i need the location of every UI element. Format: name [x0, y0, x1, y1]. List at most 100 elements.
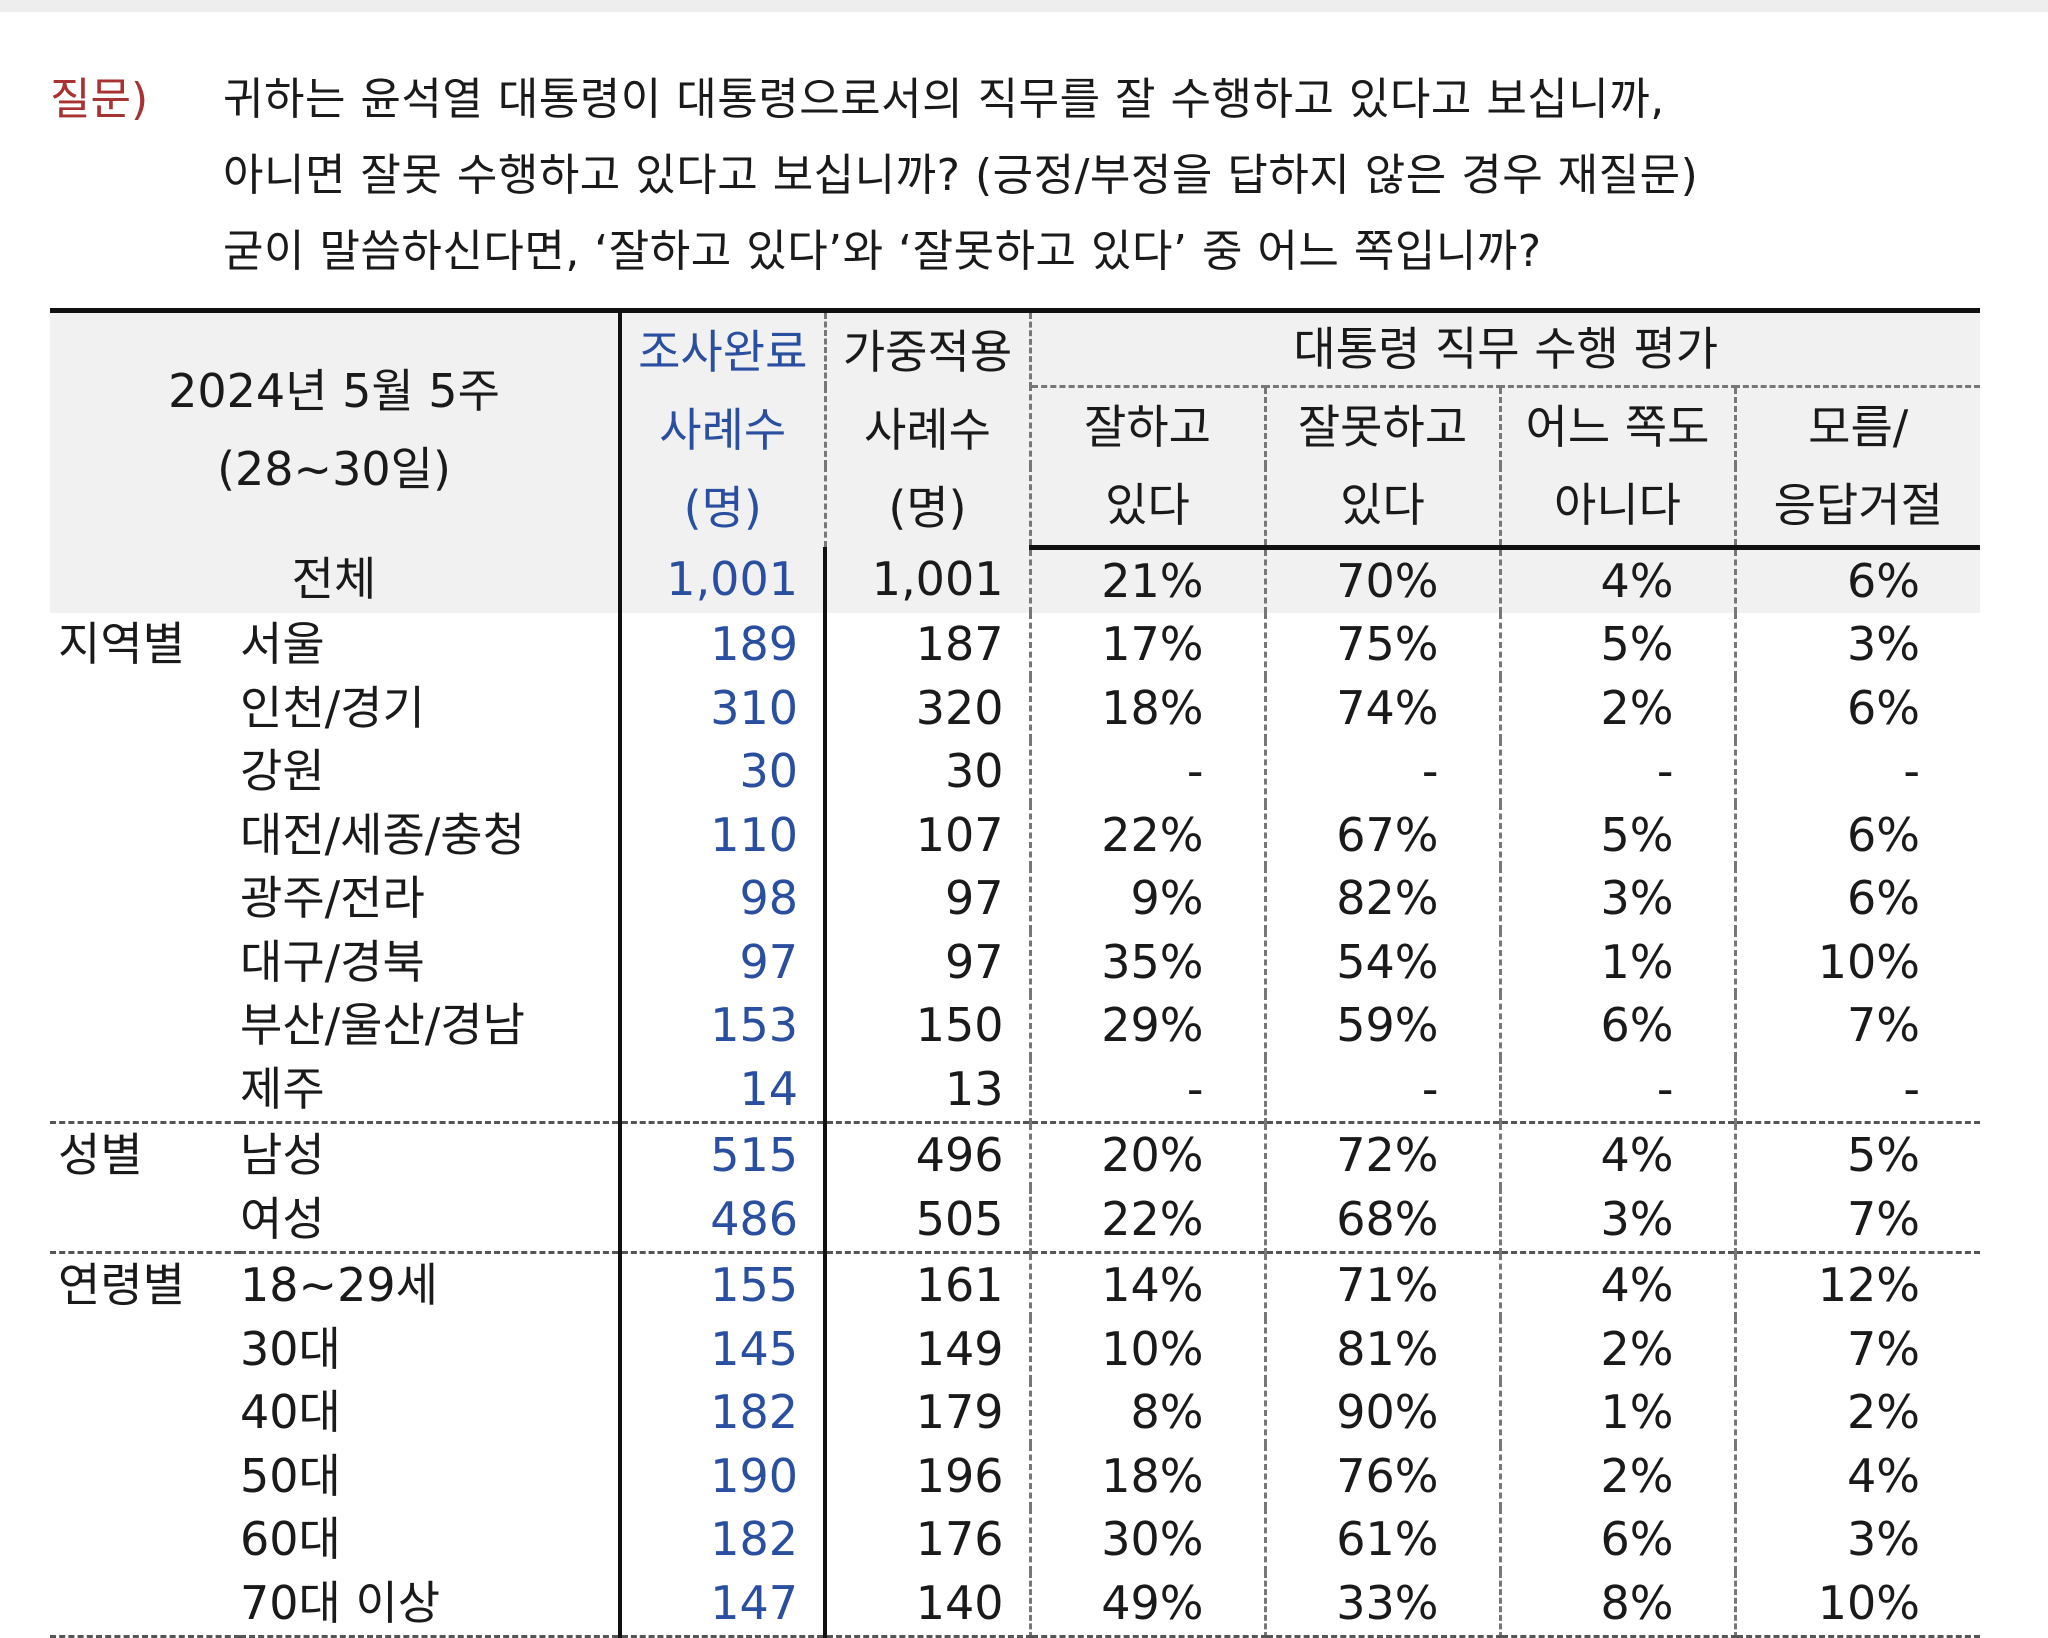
- value-unknown: 10%: [1817, 934, 1920, 989]
- row-label: 대구/경북: [240, 934, 425, 989]
- weighted-count: 140: [825, 1571, 1032, 1638]
- value-positive: 18%: [1030, 676, 1267, 740]
- completed-count: 14: [618, 1057, 827, 1123]
- table-row: 강원 30 30- - - -: [50, 740, 1980, 804]
- completed-count: 147: [618, 1571, 827, 1638]
- row-label: 대전/세종/충청: [240, 807, 525, 862]
- weighted-count: 179: [825, 1381, 1032, 1445]
- value-neither: 5%: [1500, 613, 1737, 677]
- weighted-count: 320: [825, 676, 1032, 740]
- group-label: [50, 1318, 240, 1382]
- weighted-count: 97: [825, 930, 1032, 994]
- group-label: 지역별: [58, 617, 185, 671]
- row-label: 여성: [240, 1191, 325, 1246]
- value-positive: 18%: [1030, 1444, 1267, 1508]
- top-bar: [0, 0, 2048, 12]
- value-unknown: 7%: [1847, 1321, 1920, 1376]
- value-unknown: 3%: [1847, 617, 1920, 671]
- question-text: 귀하는 윤석열 대통령이 대통령으로서의 직무를 잘 수행하고 있다고 보십니까…: [223, 62, 1698, 290]
- eval-col-unknown: 모름/: [1735, 386, 1980, 467]
- group-label: 성별: [50, 1121, 240, 1188]
- question-line: 귀하는 윤석열 대통령이 대통령으로서의 직무를 잘 수행하고 있다고 보십니까…: [223, 74, 1665, 125]
- row-label: 부산/울산/경남: [240, 998, 525, 1052]
- weighted-count: 161: [825, 1251, 1032, 1318]
- completed-count: 1,001: [618, 547, 827, 613]
- row-label: 18~29세: [240, 1251, 620, 1318]
- table-row: 연령별 18~29세 155 161 14% 71% 4% 12%: [50, 1251, 1980, 1318]
- table-row: 광주/전라 98 97 9% 82% 3% 6%: [50, 867, 1980, 931]
- value-unknown: 10%: [1735, 1571, 1980, 1638]
- value-unknown: 6%: [1847, 807, 1920, 862]
- table-row: 여성 486 505 22% 68% 3% 7%: [50, 1187, 1980, 1253]
- table-row: 대전/세종/충청 110 107 22% 67% 5% 6%: [50, 803, 1980, 868]
- value-unknown: 6%: [1847, 680, 1920, 735]
- value-negative: 81%: [1265, 1317, 1502, 1381]
- weighted-count: 176: [825, 1508, 1032, 1572]
- value-unknown: 7%: [1847, 1191, 1920, 1246]
- period-header: 2024년 5월 5주 (28~30일): [50, 310, 622, 547]
- table-body: 전체 1,001 1,001 21% 70% 4% 6% 지역별 서울 189 187…: [50, 547, 1980, 1638]
- weighted-count: 496: [825, 1121, 1032, 1188]
- value-positive: 9%: [1030, 867, 1267, 931]
- group-label: [50, 1508, 240, 1572]
- value-unknown: 4%: [1847, 1448, 1920, 1503]
- period-label: 2024년 5월 5주: [168, 364, 500, 418]
- table-row: 40대 182 179 8% 90% 1% 2%: [50, 1381, 1980, 1445]
- value-positive: 17%: [1030, 613, 1267, 677]
- table-row: 30대 145 149 10% 81% 2% 7%: [50, 1317, 1980, 1382]
- value-neither: 3%: [1500, 867, 1737, 931]
- value-negative: -: [1265, 740, 1502, 804]
- row-label: 인천/경기: [240, 680, 425, 735]
- weighted-sample-header: 가중적용 사례수 (명): [825, 310, 1032, 547]
- group-label: [50, 1445, 240, 1509]
- completed-count: 182: [618, 1381, 827, 1445]
- value-neither: 2%: [1500, 676, 1737, 740]
- completed-count: 98: [618, 867, 827, 931]
- value-unknown: 6%: [1847, 871, 1920, 925]
- row-label: 30대: [240, 1321, 341, 1376]
- completed-count: 310: [618, 676, 827, 740]
- completed-sample-header: 조사완료 사례수 (명): [620, 310, 827, 547]
- weighted-count: 196: [825, 1444, 1032, 1508]
- row-label: 50대: [240, 1448, 341, 1503]
- completed-count: 110: [618, 803, 827, 867]
- value-negative: 61%: [1265, 1508, 1502, 1572]
- weighted-count: 149: [825, 1317, 1032, 1381]
- weighted-count: 30: [825, 740, 1032, 804]
- completed-count: 189: [618, 613, 827, 677]
- group-label: [50, 740, 240, 804]
- value-neither: 3%: [1500, 1187, 1737, 1253]
- group-label: [50, 1058, 240, 1123]
- row-label: 70대 이상: [240, 1571, 620, 1638]
- table-row: 인천/경기 310 320 18% 74% 2% 6%: [50, 676, 1980, 741]
- eval-col-positive: 잘하고: [1030, 386, 1267, 467]
- row-label: 광주/전라: [240, 871, 425, 925]
- group-label: [50, 677, 240, 741]
- value-neither: -: [1500, 1057, 1737, 1123]
- value-neither: 2%: [1500, 1317, 1737, 1381]
- completed-count: 486: [618, 1187, 827, 1253]
- value-positive: 30%: [1030, 1508, 1267, 1572]
- value-negative: 70%: [1265, 547, 1502, 613]
- completed-count: 145: [618, 1317, 827, 1381]
- table-row: 60대 182 176 30% 61% 6% 3%: [50, 1508, 1980, 1572]
- value-neither: 1%: [1500, 1381, 1737, 1445]
- value-unknown: 7%: [1847, 998, 1920, 1052]
- table-row: 제주 14 13- - - -: [50, 1057, 1980, 1123]
- value-positive: -: [1030, 740, 1267, 804]
- group-label: [50, 804, 240, 868]
- value-negative: 76%: [1265, 1444, 1502, 1508]
- value-neither: 6%: [1500, 994, 1737, 1058]
- group-label: [50, 1571, 240, 1638]
- row-label: 40대: [240, 1385, 341, 1439]
- table-row: 70대 이상 147 140 49% 33% 8% 10%: [50, 1571, 1980, 1638]
- weighted-count: 97: [825, 867, 1032, 931]
- value-neither: -: [1500, 740, 1737, 804]
- value-positive: 49%: [1030, 1571, 1267, 1638]
- table-row: 대구/경북 97 97 35% 54% 1% 10%: [50, 930, 1980, 994]
- value-unknown: 6%: [1735, 547, 1980, 613]
- value-negative: 74%: [1265, 676, 1502, 740]
- value-unknown: -: [1903, 744, 1920, 798]
- value-negative: 54%: [1265, 930, 1502, 994]
- completed-count: 190: [618, 1444, 827, 1508]
